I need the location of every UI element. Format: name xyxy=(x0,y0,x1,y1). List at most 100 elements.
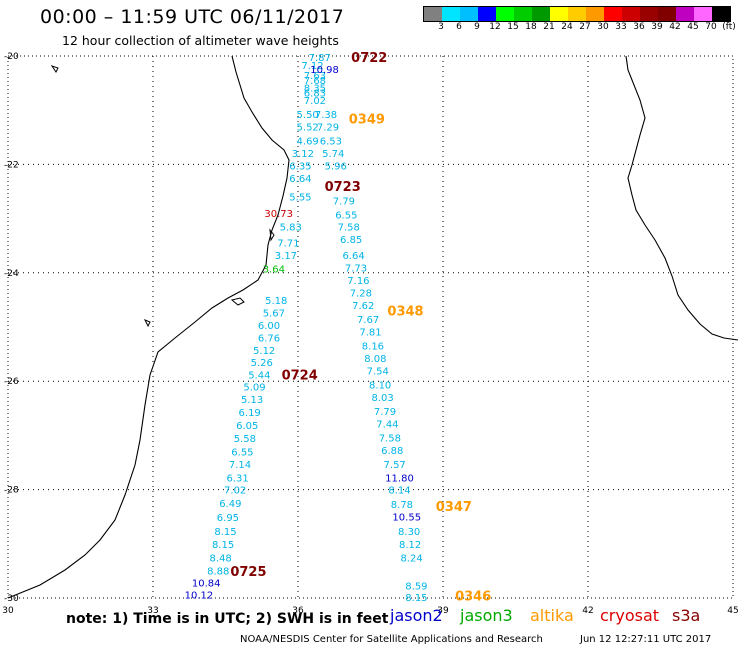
wave-height-value: 5.50 xyxy=(297,110,319,121)
wave-height-value: 8.15 xyxy=(405,593,427,604)
wave-height-value: 11.80 xyxy=(385,474,414,485)
wave-height-value: 5.83 xyxy=(280,223,302,234)
wave-height-value: 7.73 xyxy=(345,263,367,274)
wave-height-value: 7.12 xyxy=(301,61,323,72)
satellite-name: altika xyxy=(530,606,574,625)
wave-height-value: 5.74 xyxy=(322,149,344,160)
legend-label: 27 xyxy=(579,22,591,32)
african-coastline xyxy=(7,55,290,599)
wave-height-value: 7.79 xyxy=(374,407,396,418)
wave-height-value: 7.28 xyxy=(350,288,372,299)
legend-label: 3 xyxy=(438,22,444,32)
wave-height-value: 5.13 xyxy=(241,395,263,406)
wave-height-value: 5.52 xyxy=(297,122,319,133)
wave-height-value: 6.88 xyxy=(381,446,403,457)
wave-height-value: 7.68 xyxy=(304,76,326,87)
wave-height-value: 8.15 xyxy=(212,540,234,551)
wave-height-value: 8.78 xyxy=(391,500,413,511)
wave-height-value: 30.73 xyxy=(264,209,293,220)
legend-swatch xyxy=(676,7,694,21)
pass-time-label: 0722 xyxy=(351,51,387,66)
legend-swatch xyxy=(586,7,604,21)
legend-label: 6 xyxy=(456,22,462,32)
legend-swatch xyxy=(640,7,658,21)
wave-height-value: 8.48 xyxy=(210,553,232,564)
pass-time-label: 0347 xyxy=(436,500,472,515)
legend-swatch xyxy=(514,7,532,21)
legend-label: 33 xyxy=(615,22,627,32)
wave-height-value: 6.05 xyxy=(236,421,258,432)
wave-height-value: 7.02 xyxy=(224,486,246,497)
legend-swatch xyxy=(658,7,676,21)
wave-height-value: 6.35 xyxy=(289,161,311,172)
pass-time-labels: 0722 0349 0723 0348 0724 0347 0725 0346 xyxy=(230,51,491,604)
legend-swatch xyxy=(550,7,568,21)
wave-height-value: 6.55 xyxy=(335,210,357,221)
wave-height-value: 7.58 xyxy=(338,223,360,234)
wave-height-value: 6.95 xyxy=(217,513,239,524)
wave-height-value: 5.67 xyxy=(263,308,285,319)
color-legend xyxy=(423,6,731,22)
legend-swatch xyxy=(496,7,514,21)
lat-tick-label: -30 xyxy=(4,594,19,604)
legend-swatch xyxy=(442,7,460,21)
wave-height-value: 5.58 xyxy=(234,434,256,445)
pass-time-label: 0723 xyxy=(325,180,361,195)
wave-height-value: 5.18 xyxy=(265,296,287,307)
island-europa xyxy=(230,297,245,306)
wave-height-value: 7.14 xyxy=(229,460,251,471)
wave-height-value: 3.17 xyxy=(275,251,297,262)
wave-height-value: 8.24 xyxy=(400,553,422,564)
madagascar-coastline xyxy=(625,55,739,341)
island-bazaruto xyxy=(269,228,275,242)
wave-height-value: 7.16 xyxy=(347,276,369,287)
wave-height-value: 10.55 xyxy=(392,513,421,524)
lon-tick-label: 36 xyxy=(292,606,304,616)
page-subtitle: 12 hour collection of altimeter wave hei… xyxy=(62,33,339,48)
axis-tick-labels: 30 33 36 39 42 45 -20 -22 -24 -26 -28 -30 xyxy=(2,52,738,616)
wave-height-value: 5.55 xyxy=(289,192,311,203)
wave-height-value: 8.03 xyxy=(371,393,393,404)
lon-tick-label: 30 xyxy=(2,606,14,616)
wave-height-value: 7.29 xyxy=(317,122,339,133)
wave-height-values: 7.877.127.637.688.356.837.025.507.385.52… xyxy=(185,53,428,604)
legend-swatch xyxy=(622,7,640,21)
wave-height-value: 8.12 xyxy=(399,540,421,551)
lat-tick-label: -24 xyxy=(4,269,19,279)
legend-label: 70 xyxy=(705,22,717,32)
wave-height-value: 7.58 xyxy=(379,434,401,445)
lat-tick-label: -28 xyxy=(4,486,19,496)
island-inhaca xyxy=(143,319,151,328)
credit-line: NOAA/NESDIS Center for Satellite Applica… xyxy=(240,634,543,645)
wave-height-value: 7.44 xyxy=(376,419,398,430)
lon-tick-label: 33 xyxy=(147,606,158,616)
legend-label: 15 xyxy=(507,22,519,32)
wave-height-value: 8.59 xyxy=(405,582,427,593)
legend-label: 45 xyxy=(687,22,699,32)
wave-height-value: 6.31 xyxy=(226,474,248,485)
lat-tick-label: -26 xyxy=(4,377,19,387)
wave-height-value: 6.49 xyxy=(219,499,241,510)
wave-height-value: 6.64 xyxy=(289,174,311,185)
wave-height-value: 3.12 xyxy=(292,149,314,160)
legend-label: 24 xyxy=(561,22,573,32)
lat-tick-label: -22 xyxy=(4,160,19,170)
wave-height-value: 8.10 xyxy=(369,380,391,391)
lon-tick-label: 39 xyxy=(437,606,449,616)
legend-label: 36 xyxy=(633,22,645,32)
wave-height-value: 8.08 xyxy=(364,354,386,365)
wave-height-value: 8.16 xyxy=(362,341,384,352)
wave-height-value: 7.57 xyxy=(384,460,406,471)
legend-label: 42 xyxy=(669,22,681,32)
lon-tick-label: 42 xyxy=(582,606,593,616)
wave-height-value: 10.12 xyxy=(185,591,214,602)
wave-height-value: 7.81 xyxy=(359,327,381,338)
wave-height-value: 6.55 xyxy=(231,448,253,459)
coastline-layer xyxy=(7,55,739,599)
legend-label: (ft) xyxy=(722,22,736,32)
wave-height-value: 6.00 xyxy=(258,321,280,332)
legend-swatch xyxy=(478,7,496,21)
pass-time-label: 0348 xyxy=(387,305,423,320)
